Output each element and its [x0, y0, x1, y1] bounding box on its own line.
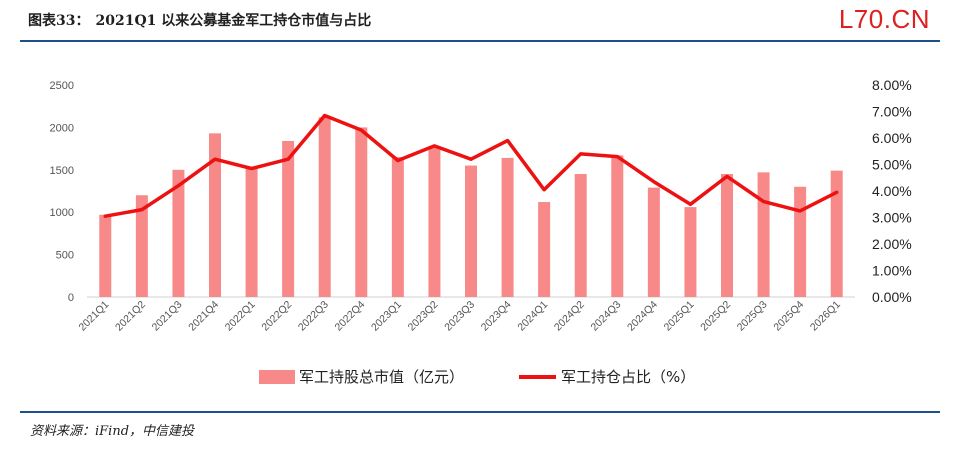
bar [318, 117, 331, 297]
bar [501, 157, 514, 297]
x-axis-tick: 2024Q2 [552, 299, 587, 334]
bar [428, 146, 441, 297]
x-axis-tick: 2022Q3 [296, 299, 331, 334]
bar [209, 133, 221, 297]
bar [538, 202, 551, 297]
line-point [213, 157, 217, 161]
line-point [286, 157, 290, 161]
bar [391, 157, 404, 297]
x-axis-tick: 2021Q1 [76, 299, 111, 334]
line-point [140, 208, 144, 212]
x-axis-tick: 2024Q1 [515, 299, 550, 334]
right-axis-tick: 2.00% [872, 236, 912, 252]
x-axis-tick: 2022Q1 [223, 299, 258, 334]
right-axis-tick: 7.00% [872, 104, 912, 120]
right-axis-tick: 0.00% [872, 289, 912, 305]
brand-logo: L70.CN [838, 4, 930, 34]
bar [99, 214, 112, 297]
bar [172, 169, 185, 297]
source-note: 资料来源：iFind，中信建投 [30, 424, 195, 439]
line-point [103, 214, 107, 218]
line-point [176, 184, 180, 188]
right-axis-tick: 8.00% [872, 77, 912, 93]
legend-label-bar: 军工持股总市值（亿元） [299, 368, 464, 386]
figure-label: 图表33： [28, 13, 90, 29]
x-axis-tick: 2023Q3 [442, 299, 477, 334]
bottom-divider [20, 411, 940, 413]
line-point [469, 157, 473, 161]
chart-title-line: 图表33： 2021Q1 以来公募基金军工持仓市值与占比 [28, 10, 371, 30]
bar [245, 167, 258, 297]
left-axis-tick: 500 [56, 250, 74, 262]
line-point [506, 139, 510, 143]
x-axis-tick: 2025Q1 [662, 299, 697, 334]
line-point [798, 209, 802, 213]
line-point [542, 188, 546, 192]
left-axis-tick: 0 [68, 292, 74, 304]
x-axis-tick: 2023Q1 [369, 299, 404, 334]
line-point [250, 166, 254, 170]
x-axis-tick: 2022Q4 [332, 299, 367, 334]
line-point [835, 190, 839, 194]
x-axis-tick: 2025Q2 [698, 299, 733, 334]
right-axis-tick: 4.00% [872, 183, 912, 199]
legend-label-line: 军工持仓占比（%） [561, 368, 695, 386]
line-point [396, 159, 400, 163]
line-point [652, 180, 656, 184]
line-point [762, 200, 766, 204]
bar [574, 174, 587, 297]
x-axis-tick: 2023Q4 [479, 299, 514, 334]
left-axis-tick: 2500 [50, 80, 74, 92]
line-point [359, 128, 363, 132]
bar [684, 207, 697, 297]
bar [135, 195, 148, 297]
bar [282, 140, 295, 297]
x-axis-tick: 2024Q4 [625, 299, 660, 334]
x-axis-tick: 2021Q2 [113, 299, 148, 334]
x-axis-tick: 2021Q3 [150, 299, 185, 334]
x-axis-tick: 2022Q2 [259, 299, 294, 334]
bar [721, 174, 733, 297]
left-axis-tick: 1500 [50, 165, 74, 177]
left-axis-tick: 2000 [50, 122, 74, 134]
right-axis-tick: 5.00% [872, 157, 912, 173]
left-axis-tick: 1000 [50, 207, 74, 219]
bar [355, 127, 368, 298]
x-axis-tick: 2021Q4 [186, 299, 221, 334]
bar [794, 186, 807, 297]
x-axis-tick: 2023Q2 [406, 299, 441, 334]
line-point [323, 113, 327, 117]
line-point [725, 174, 729, 178]
bar [611, 155, 624, 297]
chart-title: 2021Q1 以来公募基金军工持仓市值与占比 [95, 13, 372, 29]
bar [465, 165, 477, 297]
x-axis-tick: 2024Q3 [588, 299, 623, 334]
x-axis-tick: 2025Q4 [771, 299, 806, 334]
line-point [688, 202, 692, 206]
right-axis-tick: 1.00% [872, 263, 912, 279]
line-point [615, 155, 619, 159]
line-point [579, 152, 583, 156]
right-axis-tick: 6.00% [872, 130, 912, 146]
top-divider [20, 40, 940, 42]
right-axis-tick: 3.00% [872, 210, 912, 226]
bar [757, 172, 770, 297]
x-axis-tick: 2025Q3 [735, 299, 770, 334]
legend-swatch-bar [259, 370, 295, 384]
bar [830, 170, 843, 297]
bar [647, 187, 660, 297]
line-point [432, 144, 436, 148]
x-axis-tick: 2026Q1 [808, 299, 843, 334]
